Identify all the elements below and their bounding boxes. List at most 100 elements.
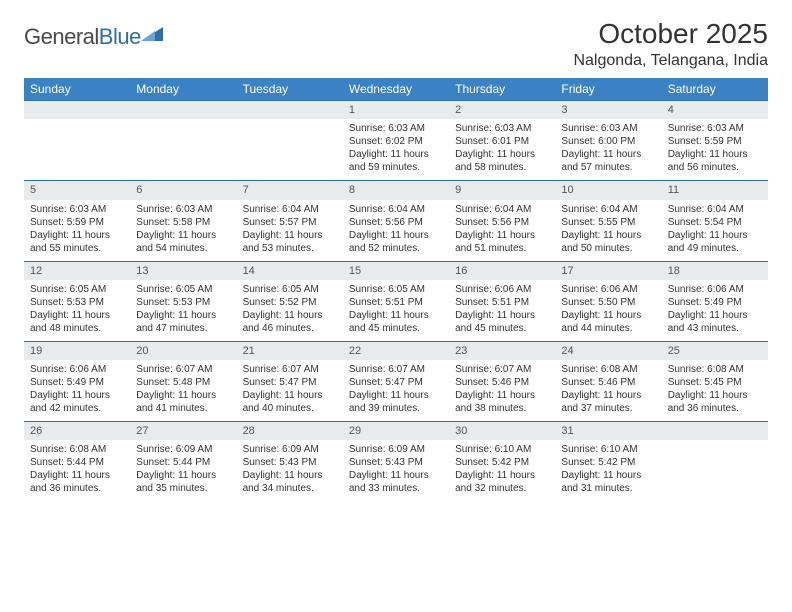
day-body: Sunrise: 6:07 AMSunset: 5:47 PMDaylight:… bbox=[237, 360, 343, 421]
day-number: 17 bbox=[555, 262, 661, 280]
day-number: 8 bbox=[343, 181, 449, 199]
sunrise-text: Sunrise: 6:08 AM bbox=[561, 363, 655, 376]
daylight-text: Daylight: 11 hours and 41 minutes. bbox=[136, 389, 230, 415]
daylight-text: Daylight: 11 hours and 39 minutes. bbox=[349, 389, 443, 415]
day-body: Sunrise: 6:03 AMSunset: 6:01 PMDaylight:… bbox=[449, 119, 555, 180]
day-number: 25 bbox=[662, 342, 768, 360]
day-body: Sunrise: 6:05 AMSunset: 5:53 PMDaylight:… bbox=[24, 280, 130, 341]
calendar-cell: 24Sunrise: 6:08 AMSunset: 5:46 PMDayligh… bbox=[555, 341, 661, 421]
daylight-text: Daylight: 11 hours and 46 minutes. bbox=[243, 309, 337, 335]
day-body: Sunrise: 6:05 AMSunset: 5:53 PMDaylight:… bbox=[130, 280, 236, 341]
sunrise-text: Sunrise: 6:07 AM bbox=[136, 363, 230, 376]
calendar-cell: 31Sunrise: 6:10 AMSunset: 5:42 PMDayligh… bbox=[555, 422, 661, 502]
day-number: 9 bbox=[449, 181, 555, 199]
brand-part1: General bbox=[24, 24, 99, 49]
sunrise-text: Sunrise: 6:04 AM bbox=[455, 203, 549, 216]
sunset-text: Sunset: 5:56 PM bbox=[455, 216, 549, 229]
calendar-cell: 6Sunrise: 6:03 AMSunset: 5:58 PMDaylight… bbox=[130, 181, 236, 261]
sunrise-text: Sunrise: 6:09 AM bbox=[243, 443, 337, 456]
sunset-text: Sunset: 5:44 PM bbox=[30, 456, 124, 469]
sunset-text: Sunset: 5:50 PM bbox=[561, 296, 655, 309]
sunset-text: Sunset: 5:53 PM bbox=[30, 296, 124, 309]
calendar-cell: 19Sunrise: 6:06 AMSunset: 5:49 PMDayligh… bbox=[24, 341, 130, 421]
daylight-text: Daylight: 11 hours and 32 minutes. bbox=[455, 469, 549, 495]
calendar-cell: 12Sunrise: 6:05 AMSunset: 5:53 PMDayligh… bbox=[24, 261, 130, 341]
sunset-text: Sunset: 5:46 PM bbox=[455, 376, 549, 389]
sunset-text: Sunset: 5:51 PM bbox=[455, 296, 549, 309]
sunrise-text: Sunrise: 6:09 AM bbox=[349, 443, 443, 456]
sunset-text: Sunset: 5:54 PM bbox=[668, 216, 762, 229]
sunrise-text: Sunrise: 6:03 AM bbox=[349, 122, 443, 135]
day-body: Sunrise: 6:08 AMSunset: 5:44 PMDaylight:… bbox=[24, 440, 130, 501]
sunset-text: Sunset: 6:01 PM bbox=[455, 135, 549, 148]
calendar-cell: 10Sunrise: 6:04 AMSunset: 5:55 PMDayligh… bbox=[555, 181, 661, 261]
daylight-text: Daylight: 11 hours and 51 minutes. bbox=[455, 229, 549, 255]
sunrise-text: Sunrise: 6:08 AM bbox=[668, 363, 762, 376]
day-number: 6 bbox=[130, 181, 236, 199]
calendar-cell: 3Sunrise: 6:03 AMSunset: 6:00 PMDaylight… bbox=[555, 101, 661, 181]
daylight-text: Daylight: 11 hours and 49 minutes. bbox=[668, 229, 762, 255]
sunset-text: Sunset: 5:49 PM bbox=[30, 376, 124, 389]
daylight-text: Daylight: 11 hours and 35 minutes. bbox=[136, 469, 230, 495]
daylight-text: Daylight: 11 hours and 44 minutes. bbox=[561, 309, 655, 335]
calendar-week-row: 19Sunrise: 6:06 AMSunset: 5:49 PMDayligh… bbox=[24, 341, 768, 421]
day-number: 3 bbox=[555, 101, 661, 119]
day-number: 11 bbox=[662, 181, 768, 199]
calendar-week-row: 5Sunrise: 6:03 AMSunset: 5:59 PMDaylight… bbox=[24, 181, 768, 261]
day-body: Sunrise: 6:08 AMSunset: 5:46 PMDaylight:… bbox=[555, 360, 661, 421]
day-number: 31 bbox=[555, 422, 661, 440]
calendar-cell: 27Sunrise: 6:09 AMSunset: 5:44 PMDayligh… bbox=[130, 422, 236, 502]
sunrise-text: Sunrise: 6:06 AM bbox=[668, 283, 762, 296]
sunrise-text: Sunrise: 6:10 AM bbox=[561, 443, 655, 456]
day-body: Sunrise: 6:07 AMSunset: 5:48 PMDaylight:… bbox=[130, 360, 236, 421]
sunrise-text: Sunrise: 6:05 AM bbox=[30, 283, 124, 296]
calendar-cell: 25Sunrise: 6:08 AMSunset: 5:45 PMDayligh… bbox=[662, 341, 768, 421]
sunrise-text: Sunrise: 6:08 AM bbox=[30, 443, 124, 456]
calendar-cell: 15Sunrise: 6:05 AMSunset: 5:51 PMDayligh… bbox=[343, 261, 449, 341]
calendar-cell: 9 Sunrise: 6:04 AMSunset: 5:56 PMDaylight… bbox=[449, 181, 555, 261]
day-number: 15 bbox=[343, 262, 449, 280]
sunset-text: Sunset: 5:59 PM bbox=[668, 135, 762, 148]
daylight-text: Daylight: 11 hours and 31 minutes. bbox=[561, 469, 655, 495]
day-number bbox=[662, 422, 768, 440]
daylight-text: Daylight: 11 hours and 36 minutes. bbox=[30, 469, 124, 495]
sunset-text: Sunset: 6:00 PM bbox=[561, 135, 655, 148]
day-number: 29 bbox=[343, 422, 449, 440]
day-number: 5 bbox=[24, 181, 130, 199]
day-body: Sunrise: 6:04 AMSunset: 5:55 PMDaylight:… bbox=[555, 200, 661, 261]
day-body: Sunrise: 6:05 AMSunset: 5:51 PMDaylight:… bbox=[343, 280, 449, 341]
calendar-cell: 29Sunrise: 6:09 AMSunset: 5:43 PMDayligh… bbox=[343, 422, 449, 502]
calendar-cell: 22Sunrise: 6:07 AMSunset: 5:47 PMDayligh… bbox=[343, 341, 449, 421]
day-number: 21 bbox=[237, 342, 343, 360]
day-body bbox=[24, 119, 130, 177]
sunrise-text: Sunrise: 6:07 AM bbox=[243, 363, 337, 376]
day-body: Sunrise: 6:03 AMSunset: 5:58 PMDaylight:… bbox=[130, 200, 236, 261]
calendar-cell: 13Sunrise: 6:05 AMSunset: 5:53 PMDayligh… bbox=[130, 261, 236, 341]
sunset-text: Sunset: 5:43 PM bbox=[349, 456, 443, 469]
day-number: 10 bbox=[555, 181, 661, 199]
day-body: Sunrise: 6:07 AMSunset: 5:47 PMDaylight:… bbox=[343, 360, 449, 421]
day-body bbox=[130, 119, 236, 177]
sunset-text: Sunset: 5:52 PM bbox=[243, 296, 337, 309]
sunset-text: Sunset: 5:58 PM bbox=[136, 216, 230, 229]
calendar-cell: 2Sunrise: 6:03 AMSunset: 6:01 PMDaylight… bbox=[449, 101, 555, 181]
sunset-text: Sunset: 5:45 PM bbox=[668, 376, 762, 389]
daylight-text: Daylight: 11 hours and 45 minutes. bbox=[455, 309, 549, 335]
day-header: Monday bbox=[130, 78, 236, 101]
sunrise-text: Sunrise: 6:09 AM bbox=[136, 443, 230, 456]
header: GeneralBlue October 2025 Nalgonda, Telan… bbox=[24, 18, 768, 70]
calendar-cell: 28Sunrise: 6:09 AMSunset: 5:43 PMDayligh… bbox=[237, 422, 343, 502]
sunset-text: Sunset: 5:56 PM bbox=[349, 216, 443, 229]
daylight-text: Daylight: 11 hours and 59 minutes. bbox=[349, 148, 443, 174]
calendar-cell: 17Sunrise: 6:06 AMSunset: 5:50 PMDayligh… bbox=[555, 261, 661, 341]
sunset-text: Sunset: 5:59 PM bbox=[30, 216, 124, 229]
calendar-cell: 30Sunrise: 6:10 AMSunset: 5:42 PMDayligh… bbox=[449, 422, 555, 502]
day-number bbox=[24, 101, 130, 119]
sunrise-text: Sunrise: 6:03 AM bbox=[561, 122, 655, 135]
day-number: 1 bbox=[343, 101, 449, 119]
daylight-text: Daylight: 11 hours and 43 minutes. bbox=[668, 309, 762, 335]
brand-part2: Blue bbox=[99, 24, 141, 49]
day-header: Wednesday bbox=[343, 78, 449, 101]
sunrise-text: Sunrise: 6:07 AM bbox=[349, 363, 443, 376]
calendar-cell: 5Sunrise: 6:03 AMSunset: 5:59 PMDaylight… bbox=[24, 181, 130, 261]
